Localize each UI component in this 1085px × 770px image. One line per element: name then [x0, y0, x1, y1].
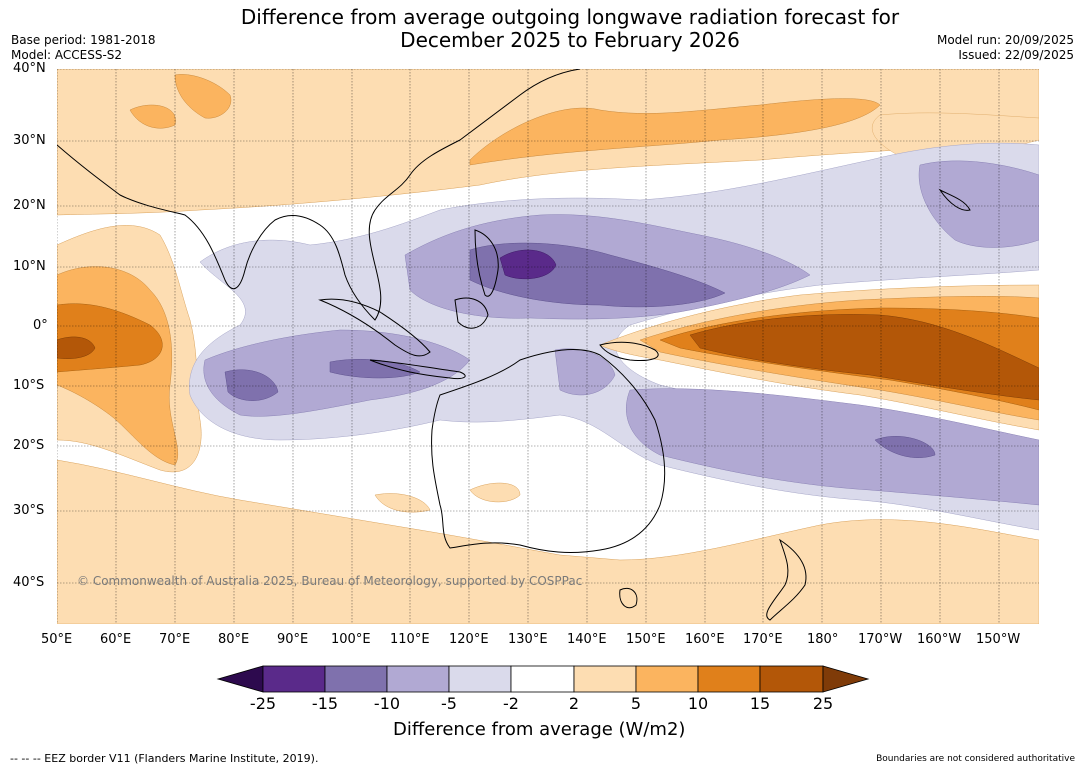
- colorbar-tick: 2: [568, 694, 580, 713]
- lon-label-160w: 160°W: [917, 632, 962, 647]
- positive-anomaly-west: [57, 225, 202, 473]
- colorbar-tick: -25: [249, 694, 277, 713]
- lat-label-10n: 10°N: [13, 259, 46, 274]
- boundaries-disclaimer: Boundaries are not considered authoritat…: [876, 754, 1075, 764]
- lat-label-30s: 30°S: [13, 503, 45, 518]
- colorbar-max-arrow: [822, 665, 870, 693]
- negative-anomaly-main: [189, 142, 1039, 531]
- lon-label-80e: 80°E: [218, 632, 250, 647]
- graticule: [57, 69, 1039, 624]
- colorbar-bin-7: [635, 665, 699, 693]
- colorbar-bin-3: [386, 665, 450, 693]
- colorbar-tick: 25: [812, 694, 834, 713]
- lat-label-40s: 40°S: [13, 575, 45, 590]
- base-period-label: Base period: 1981-2018: [11, 33, 156, 47]
- colorbar-min-arrow: [216, 665, 264, 693]
- map-panel: [57, 69, 1039, 624]
- lon-label-150w: 150°W: [976, 632, 1021, 647]
- lat-label-20s: 20°S: [13, 438, 45, 453]
- lat-label-20n: 20°N: [13, 198, 46, 213]
- map-title-line-2: December 2025 to February 2026: [400, 28, 740, 52]
- colorbar-bin-6: [573, 665, 637, 693]
- colorbar-tick: 10: [687, 694, 709, 713]
- lon-label-130e: 130°E: [508, 632, 548, 647]
- lat-label-40n: 40°N: [13, 61, 46, 76]
- colorbar-title: Difference from average (W/m2): [393, 719, 686, 740]
- colorbar-tick: 15: [749, 694, 771, 713]
- lon-label-160e: 160°E: [685, 632, 725, 647]
- lon-label-50e: 50°E: [41, 632, 73, 647]
- lon-label-70e: 70°E: [159, 632, 191, 647]
- colorbar-bin-2: [324, 665, 388, 693]
- map-title-line-1: Difference from average outgoing longwav…: [240, 5, 900, 29]
- lon-label-60e: 60°E: [100, 632, 132, 647]
- lon-label-170w: 170°W: [858, 632, 903, 647]
- colorbar-bin-9: [759, 665, 824, 693]
- colorbar-tick: 5: [630, 694, 642, 713]
- colorbar-tick: -10: [373, 694, 401, 713]
- copyright-notice: © Commonwealth of Australia 2025, Bureau…: [77, 574, 583, 588]
- lat-label-10s: 10°S: [13, 378, 45, 393]
- model-run-label: Model run: 20/09/2025: [936, 33, 1074, 47]
- colorbar-tick: -5: [441, 694, 457, 713]
- eez-border-note: -- -- -- EEZ border V11 (Flanders Marine…: [10, 752, 319, 765]
- issued-label: Issued: 22/09/2025: [958, 48, 1074, 62]
- lon-label-140e: 140°E: [567, 632, 607, 647]
- lat-label-30n: 30°N: [13, 133, 46, 148]
- lon-label-90e: 90°E: [277, 632, 309, 647]
- model-label: Model: ACCESS-S2: [11, 48, 123, 62]
- positive-anomaly-pacific: [599, 284, 1039, 431]
- colorbar: [216, 665, 870, 693]
- colorbar-bin-8: [697, 665, 761, 693]
- colorbar-bin-1: [262, 665, 326, 693]
- colorbar-tick: -15: [311, 694, 339, 713]
- lon-label-110e: 110°E: [390, 632, 430, 647]
- lon-label-150e: 150°E: [626, 632, 666, 647]
- colorbar-tick: -2: [503, 694, 519, 713]
- colorbar-bin-5: [510, 665, 575, 693]
- lon-label-170e: 170°E: [743, 632, 783, 647]
- lon-label-180: 180°: [807, 632, 839, 647]
- colorbar-bin-4: [448, 665, 512, 693]
- lon-label-100e: 100°E: [331, 632, 371, 647]
- lon-label-120e: 120°E: [449, 632, 489, 647]
- coastlines: [57, 69, 971, 621]
- lat-label-equator: 0°: [33, 318, 48, 333]
